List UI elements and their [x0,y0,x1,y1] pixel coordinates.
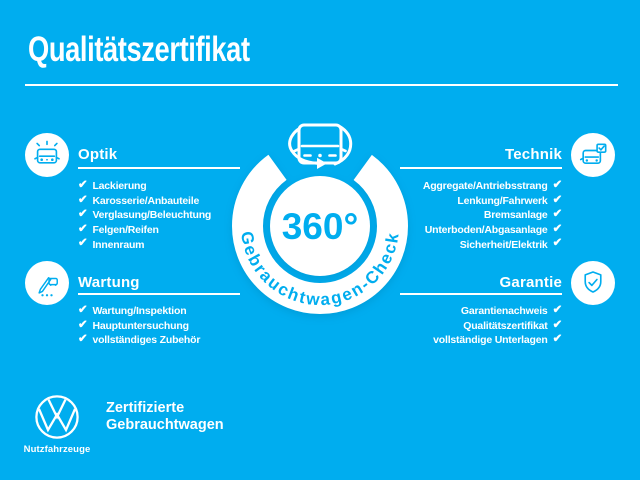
check-icon: ✔ [552,179,563,192]
list-item: vollständige Unterlagen ✔ [433,333,562,348]
list-item: ✔ Wartung/Inspektion [78,304,200,319]
list-item-label: Innenraum [92,238,145,251]
garantie-icon-badge [571,261,615,305]
list-item-label: vollständiges Zubehör [92,334,201,347]
garantie-divider [400,293,562,295]
list-item: ✔ Lackierung [78,179,211,194]
check-icon: ✔ [78,318,88,331]
emblem-inner-disc [270,176,370,276]
check-icon: ✔ [552,208,563,221]
check-icon: ✔ [552,304,563,317]
wartung-divider [78,293,240,295]
list-item-label: vollständige Unterlagen [433,334,548,347]
check-icon: ✔ [552,237,563,250]
technik-list: Aggregate/Antriebsstrang ✔ Lenkung/Fahrw… [423,179,562,252]
check-icon: ✔ [552,222,563,235]
van-check-icon [579,143,607,164]
list-item-label: Hauptuntersuchung [92,319,189,332]
footer-claim-line2: Gebrauchtwagen [106,416,224,433]
list-item: ✔ vollständiges Zubehör [78,333,200,348]
van-rotation-icon [288,123,353,169]
check-icon: ✔ [78,179,88,192]
page-title: Qualitätszertifikat [28,30,250,69]
vw-logo [35,395,79,439]
list-item: Lenkung/Fahrwerk ✔ [457,194,562,209]
optik-icon-badge [25,133,69,177]
360-check-emblem: Gebrauchtwagen-Check [232,138,408,314]
list-item: Aggregate/Antriebsstrang ✔ [423,179,562,194]
footer-claim: Zertifizierte Gebrauchtwagen [106,400,224,433]
check-icon: ✔ [78,237,88,250]
list-item: Garantienachweis ✔ [461,304,562,319]
list-item-label: Aggregate/Antriebsstrang [422,180,548,193]
wartung-list: ✔ Wartung/Inspektion ✔ Hauptuntersuchung… [78,304,200,348]
check-icon: ✔ [552,333,563,346]
list-item: ✔ Innenraum [78,237,211,252]
list-item: ✔ Hauptuntersuchung [78,319,200,334]
degree-label: 360° [281,206,359,247]
list-item-label: Lackierung [92,180,147,193]
list-item-label: Verglasung/Beleuchtung [92,209,212,222]
check-icon: ✔ [78,193,88,206]
list-item: Qualitätszertifikat ✔ [463,319,562,334]
footer-claim-line1: Zertifizierte [106,400,185,416]
list-item-label: Unterboden/Abgasanlage [424,224,548,237]
wartung-icon-badge [25,261,69,305]
list-item-label: Karosserie/Anbauteile [92,194,200,207]
title-divider [25,84,618,86]
wartung-section-title: Wartung [78,274,140,291]
list-item: ✔ Felgen/Reifen [78,223,211,238]
check-icon: ✔ [552,193,563,206]
list-item-label: Qualitätszertifikat [463,319,548,332]
service-checklist-icon [38,277,58,297]
technik-icon-badge [571,133,615,177]
optik-list: ✔ Lackierung ✔ Karosserie/Anbauteile ✔ V… [78,179,211,252]
optik-section-title: Optik [78,146,118,163]
list-item: Unterboden/Abgasanlage ✔ [425,223,562,238]
technik-section-title: Technik [505,146,562,163]
list-item: Bremsanlage ✔ [484,208,562,223]
check-icon: ✔ [78,304,88,317]
list-item-label: Wartung/Inspektion [92,305,187,318]
garantie-list: Garantienachweis ✔ Qualitätszertifikat ✔… [433,304,562,348]
car-shine-icon [34,140,60,164]
list-item: ✔ Verglasung/Beleuchtung [78,208,211,223]
list-item-label: Lenkung/Fahrwerk [457,194,548,207]
check-icon: ✔ [78,333,88,346]
list-item-label: Bremsanlage [483,209,548,222]
optik-divider [78,167,240,169]
list-item-label: Sicherheit/Elektrik [459,238,548,251]
technik-divider [400,167,562,169]
garantie-section-title: Garantie [499,274,562,291]
shield-check-icon [584,271,602,293]
check-icon: ✔ [552,318,563,331]
list-item-label: Garantienachweis [460,305,548,318]
check-icon: ✔ [78,208,88,221]
list-item: Sicherheit/Elektrik ✔ [460,237,562,252]
list-item: ✔ Karosserie/Anbauteile [78,194,211,209]
check-icon: ✔ [78,222,88,235]
list-item-label: Felgen/Reifen [92,224,159,237]
emblem-ring [232,138,408,314]
vw-logo-caption: Nutzfahrzeuge [23,444,91,455]
